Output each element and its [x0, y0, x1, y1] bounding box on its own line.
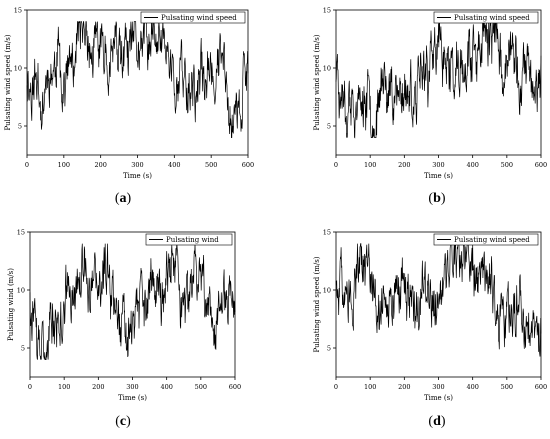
- x-tick-label: 400: [466, 383, 478, 391]
- caption-c: (c): [115, 414, 131, 429]
- caption-b: (b): [428, 191, 446, 206]
- x-tick-label: 0: [334, 383, 338, 391]
- x-tick-label: 600: [242, 161, 254, 169]
- x-tick-label: 400: [160, 383, 172, 391]
- x-axis-label: Time (s): [123, 172, 152, 180]
- y-tick-label: 5: [327, 345, 331, 353]
- x-tick-label: 100: [58, 383, 70, 391]
- caption-d: (d): [428, 414, 446, 429]
- x-tick-label: 300: [432, 161, 444, 169]
- x-tick-label: 200: [398, 383, 410, 391]
- x-tick-label: 0: [25, 161, 29, 169]
- y-tick-label: 5: [327, 123, 331, 131]
- x-tick-label: 300: [131, 161, 143, 169]
- x-tick-label: 400: [168, 161, 180, 169]
- chart-panel-b: 0 100 200 300 400 500 600 5 10 15 Time (s) Pulsatin…: [313, 7, 547, 181]
- y-tick-label: 15: [17, 229, 25, 237]
- x-tick-label: 600: [229, 383, 241, 391]
- x-axis-label: Time (s): [424, 172, 453, 180]
- y-tick-label: 5: [21, 345, 25, 353]
- x-tick-label: 200: [92, 383, 104, 391]
- x-tick-label: 600: [535, 383, 547, 391]
- chart-panel-c: 0 100 200 300 400 500 600 5 10 15 Time (s) Pulsatin…: [7, 229, 241, 403]
- y-tick-label: 15: [323, 229, 331, 237]
- legend-box: [140, 11, 246, 24]
- legend-box: [145, 233, 233, 246]
- x-tick-label: 500: [501, 161, 513, 169]
- y-tick-label: 5: [18, 123, 22, 131]
- caption-a: (a): [114, 191, 132, 206]
- chart-panel-d: 0 100 200 300 400 500 600 5 10 15 Time (s) Pulsatin…: [313, 229, 547, 403]
- y-tick-label: 10: [17, 287, 25, 295]
- x-tick-label: 200: [398, 161, 410, 169]
- legend-label: Pulsating wind: [166, 236, 219, 244]
- y-axis-label: Pulsating wind speed (m/s): [4, 34, 12, 130]
- x-tick-label: 100: [364, 383, 376, 391]
- legend-label: Pulsating wind speed: [454, 236, 530, 244]
- x-tick-label: 300: [126, 383, 138, 391]
- x-tick-label: 500: [501, 383, 513, 391]
- legend-box: [433, 11, 539, 24]
- y-tick-label: 10: [14, 65, 22, 73]
- series-line-c: [29, 243, 236, 360]
- x-tick-label: 600: [535, 161, 547, 169]
- y-axis-label: Pulsating wind speed (m/s): [313, 256, 321, 352]
- x-axis-label: Time (s): [424, 394, 453, 402]
- legend-label: Pulsating wind speed: [454, 14, 530, 22]
- series-line-b: [335, 21, 542, 139]
- x-tick-label: 300: [432, 383, 444, 391]
- x-tick-label: 200: [94, 161, 106, 169]
- legend-box: [433, 233, 539, 246]
- x-tick-label: 0: [334, 161, 338, 169]
- chart-panel-a: 0 100 200 300 400 500 600 5 10 15 Time (s) Pulsatin…: [4, 7, 254, 181]
- y-tick-label: 10: [323, 287, 331, 295]
- x-tick-label: 500: [195, 383, 207, 391]
- x-axis-label: Time (s): [118, 394, 147, 402]
- x-tick-label: 100: [58, 161, 70, 169]
- legend-label: Pulsating wind speed: [161, 14, 237, 22]
- y-tick-label: 15: [323, 7, 331, 15]
- series-line-d: [335, 243, 542, 357]
- y-axis-label: Pulsating wind speed (m/s): [313, 34, 321, 130]
- x-tick-label: 0: [28, 383, 32, 391]
- y-tick-label: 15: [14, 7, 22, 15]
- y-axis-label: Pulsating wind (m/s): [7, 268, 15, 341]
- x-tick-label: 500: [205, 161, 217, 169]
- x-tick-label: 100: [364, 161, 376, 169]
- plot-frame: [26, 9, 249, 156]
- y-tick-label: 10: [323, 65, 331, 73]
- x-tick-label: 400: [466, 161, 478, 169]
- series-line-a: [26, 21, 249, 138]
